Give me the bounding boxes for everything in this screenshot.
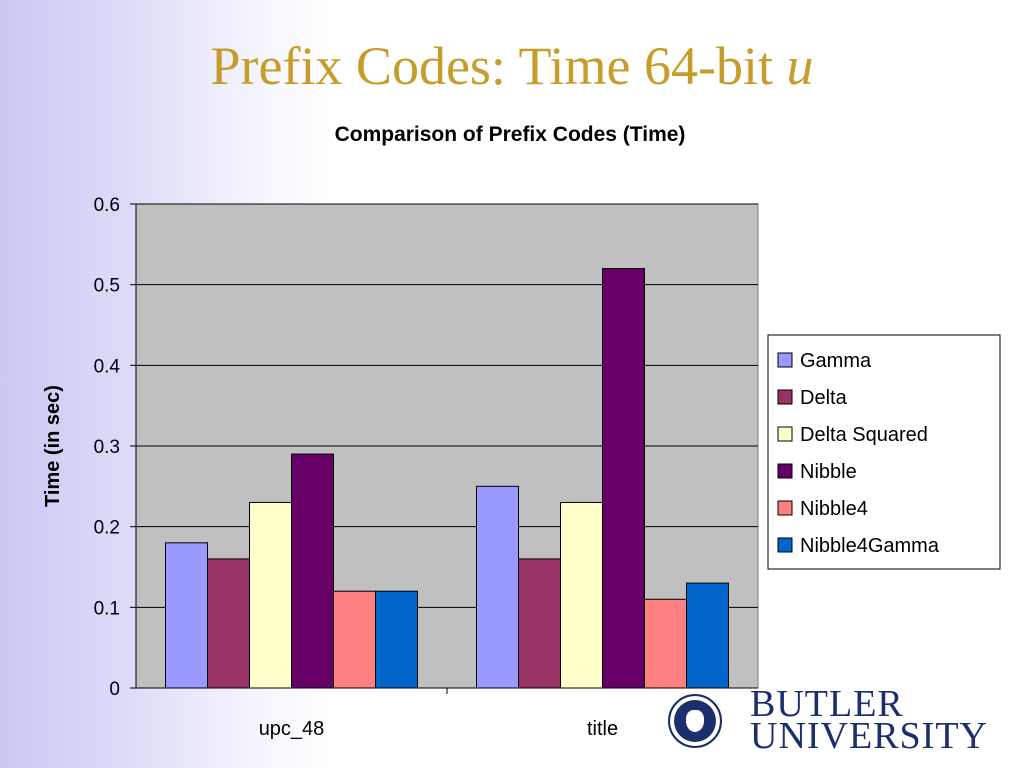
bar-nibble xyxy=(291,453,334,689)
legend-label: Delta Squared xyxy=(800,424,928,446)
legend-swatch xyxy=(777,537,793,553)
axes: 0 0.1 0.2 0.3 0.4 0.5 0.6 upc_48 title xyxy=(94,195,758,740)
legend-box xyxy=(767,334,1001,570)
legend-label: Nibble4Gamma xyxy=(800,535,940,557)
y-tick-label: 0.6 xyxy=(94,195,120,216)
university-seal-icon xyxy=(668,694,722,748)
legend-label: Nibble xyxy=(800,461,857,483)
legend-label: Gamma xyxy=(800,350,872,372)
x-category-label: upc_48 xyxy=(259,718,325,740)
logo-wordmark: BUTLER UNIVERSITY xyxy=(750,683,988,757)
legend-swatch xyxy=(777,500,793,516)
legend-swatch xyxy=(777,426,793,442)
logo-line-2: UNIVERSITY xyxy=(750,715,988,757)
logo-line-1: BUTLER xyxy=(750,683,904,725)
slide-title: Prefix Codes: Time 64-bit u xyxy=(210,36,814,96)
y-tick-label: 0.1 xyxy=(94,598,120,619)
slide-title-variable: u xyxy=(786,36,814,96)
bar-gamma xyxy=(165,542,208,689)
bar-delta xyxy=(207,558,250,689)
legend-swatch xyxy=(777,463,793,479)
bar-delta-squared xyxy=(249,501,292,689)
y-tick-label: 0.5 xyxy=(94,276,120,297)
bar-nibble xyxy=(602,268,645,689)
bar-delta xyxy=(518,558,561,689)
bar-nibble4gamma xyxy=(686,582,729,689)
bar-nibble4 xyxy=(644,598,687,689)
legend-label: Nibble4 xyxy=(800,498,868,520)
legend-swatch xyxy=(777,389,793,405)
bar-delta-squared xyxy=(560,501,603,689)
bars-group xyxy=(165,268,729,689)
x-category-label: title xyxy=(587,718,618,740)
butler-university-logo: BUTLER UNIVERSITY xyxy=(664,683,1014,760)
y-tick-label: 0 xyxy=(109,679,120,700)
y-axis-title: Time (in sec) xyxy=(42,385,64,507)
bar-nibble4gamma xyxy=(375,590,418,689)
y-tick-label: 0.4 xyxy=(94,356,121,377)
chart-title: Comparison of Prefix Codes (Time) xyxy=(335,123,686,146)
bar-nibble4 xyxy=(333,590,376,689)
bar-gamma xyxy=(476,485,519,689)
legend-label: Delta xyxy=(800,387,848,409)
y-tick-label: 0.3 xyxy=(94,437,120,458)
y-tick-label: 0.2 xyxy=(94,518,120,539)
legend-swatch xyxy=(777,352,793,368)
legend: Gamma Delta Delta Squared Nibble Nibble4 Nibb… xyxy=(767,334,1001,570)
